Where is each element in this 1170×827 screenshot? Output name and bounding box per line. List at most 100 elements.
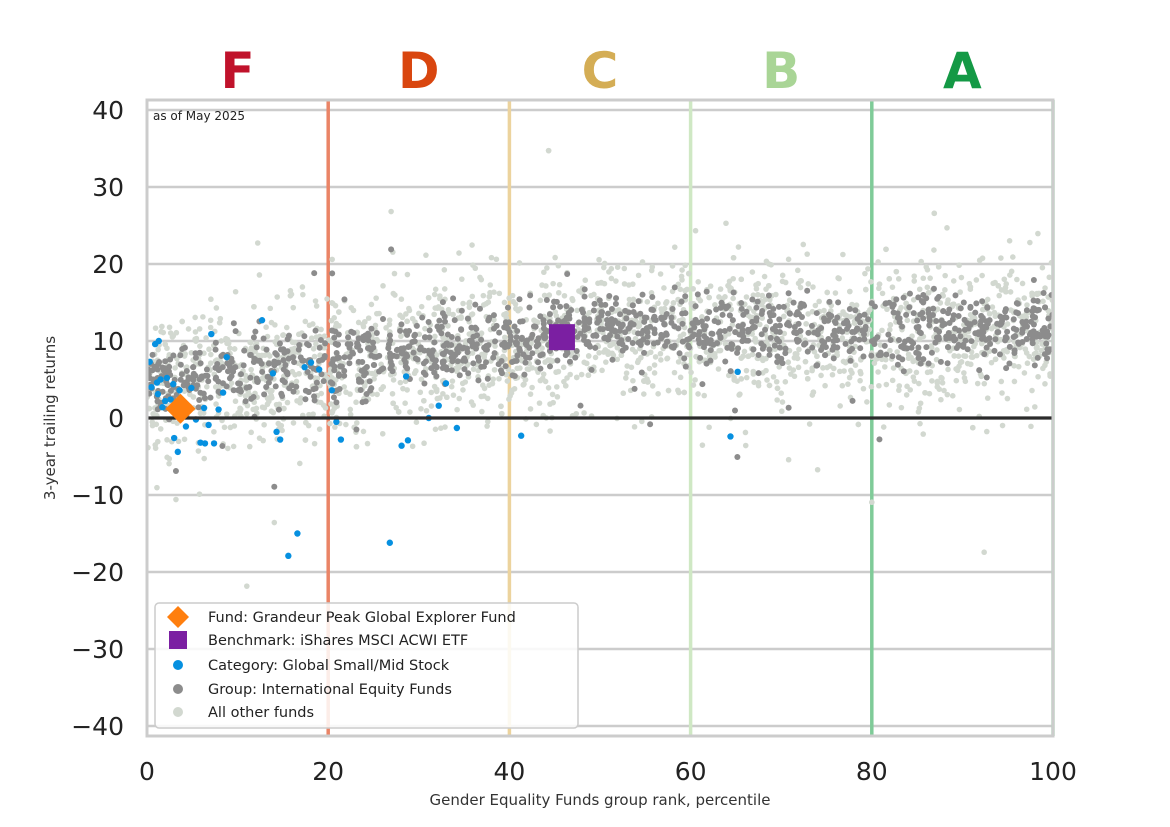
point-other-fund <box>450 311 456 318</box>
point-other-fund <box>613 278 619 284</box>
point-other-fund <box>413 368 419 374</box>
point-other-fund <box>863 286 869 293</box>
point-other-fund <box>585 372 592 379</box>
point-other-fund <box>971 343 977 350</box>
point-category-fund <box>161 397 169 405</box>
point-other-fund <box>1042 362 1048 369</box>
point-group-fund <box>957 333 964 340</box>
point-group-fund <box>926 322 933 329</box>
point-group-fund <box>917 330 924 337</box>
point-group-fund <box>893 296 900 303</box>
point-group-fund <box>528 334 535 341</box>
point-group-fund <box>478 363 485 370</box>
point-group-fund <box>284 336 291 343</box>
point-other-fund <box>816 298 822 305</box>
point-other-fund <box>904 317 911 324</box>
point-group-fund <box>917 360 924 367</box>
point-other-fund <box>802 358 809 365</box>
point-other-fund <box>480 302 487 308</box>
point-other-fund <box>581 410 587 416</box>
legend-marker-dot <box>173 684 183 694</box>
point-other-fund <box>796 346 802 353</box>
point-group-fund <box>591 300 598 307</box>
point-group-fund <box>1003 314 1010 321</box>
point-other-fund <box>1032 404 1038 410</box>
point-other-fund <box>903 392 910 398</box>
point-group-fund <box>856 336 863 343</box>
point-group-fund <box>994 329 1001 336</box>
point-other-fund <box>264 395 271 402</box>
point-other-fund <box>851 320 858 326</box>
point-other-fund <box>547 401 553 407</box>
point-group-fund <box>224 360 231 367</box>
point-group-fund <box>920 356 927 363</box>
point-group-fund <box>235 380 242 387</box>
point-group-fund <box>1023 318 1030 325</box>
point-group-fund <box>310 386 317 393</box>
point-other-fund <box>679 267 685 273</box>
point-other-fund <box>868 383 875 390</box>
point-group-fund <box>333 350 340 357</box>
point-group-fund <box>586 319 593 326</box>
point-other-fund <box>917 420 923 427</box>
point-group-fund <box>608 316 615 323</box>
point-group-fund <box>563 314 570 321</box>
point-group-fund <box>604 310 611 317</box>
point-other-fund <box>967 361 974 368</box>
point-other-fund <box>635 323 642 330</box>
point-other-fund <box>981 549 987 556</box>
point-other-fund <box>697 297 704 304</box>
point-category-fund <box>223 353 230 361</box>
point-group-fund <box>704 315 711 322</box>
point-group-fund <box>461 355 468 362</box>
point-other-fund <box>911 273 918 279</box>
point-other-fund <box>1023 314 1030 321</box>
point-other-fund <box>934 347 940 353</box>
point-group-fund <box>436 317 443 324</box>
point-other-fund <box>881 364 888 370</box>
point-group-fund <box>914 317 921 324</box>
point-group-fund <box>842 340 849 347</box>
point-group-fund <box>318 371 325 378</box>
point-other-fund <box>725 282 731 289</box>
point-group-fund <box>701 344 708 351</box>
point-other-fund <box>529 365 535 371</box>
point-group-fund <box>941 320 948 327</box>
point-group-fund <box>475 354 482 361</box>
point-other-fund <box>311 440 318 447</box>
point-other-fund <box>416 331 423 338</box>
highlight-markers <box>165 324 575 424</box>
point-group-fund <box>925 360 932 367</box>
point-other-fund <box>931 247 937 253</box>
point-group-fund <box>830 355 837 362</box>
point-group-fund <box>694 291 701 298</box>
point-group-fund <box>535 341 542 348</box>
point-group-fund <box>404 353 411 360</box>
point-group-fund <box>232 364 239 371</box>
point-category-fund <box>170 380 177 388</box>
point-group-fund <box>278 390 285 397</box>
point-group-fund <box>829 346 836 353</box>
point-group-fund <box>546 311 553 318</box>
point-other-fund <box>862 270 868 277</box>
point-other-fund <box>264 401 271 408</box>
point-other-fund <box>812 302 819 309</box>
point-group-fund <box>759 345 766 352</box>
point-other-fund <box>927 369 934 375</box>
point-other-fund <box>755 379 762 386</box>
point-group-fund <box>697 354 704 361</box>
point-other-fund <box>969 354 976 360</box>
point-other-fund <box>598 279 605 286</box>
point-other-fund <box>207 324 214 331</box>
point-other-fund <box>840 251 846 258</box>
point-other-fund <box>791 373 798 380</box>
point-other-fund <box>181 436 188 443</box>
point-group-fund <box>448 367 455 374</box>
point-other-fund <box>555 289 562 296</box>
point-group-fund <box>593 332 600 339</box>
point-other-fund <box>246 443 253 450</box>
point-other-fund <box>984 296 991 303</box>
point-group-fund <box>485 342 492 349</box>
point-group-fund <box>651 316 658 323</box>
point-other-fund <box>311 353 318 360</box>
